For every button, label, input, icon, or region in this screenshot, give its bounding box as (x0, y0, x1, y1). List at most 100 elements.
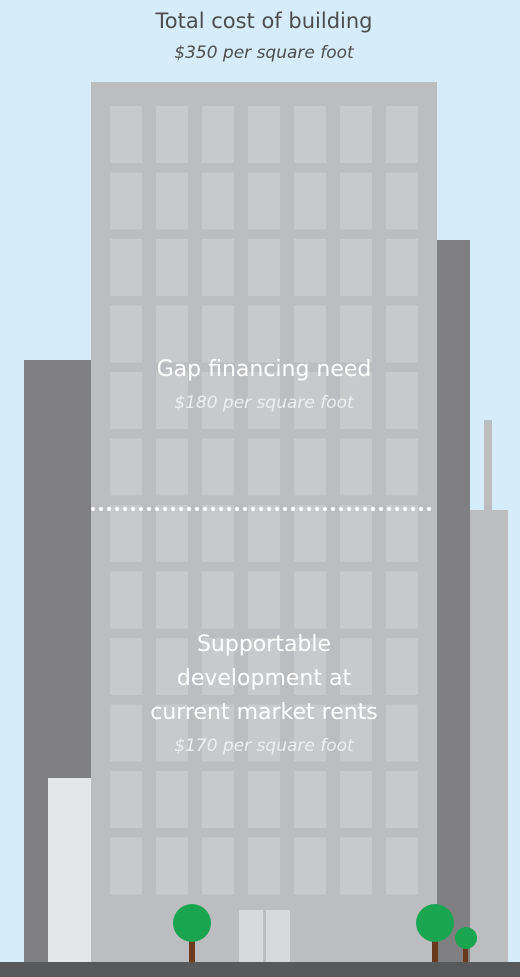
window (340, 571, 372, 629)
window (110, 505, 142, 562)
window (248, 638, 280, 695)
section-label: Gap financing need (157, 357, 372, 382)
window (340, 438, 372, 496)
window (386, 505, 418, 562)
window (156, 571, 188, 629)
window (294, 239, 326, 296)
window (340, 172, 372, 230)
tree (416, 904, 454, 942)
window (248, 372, 280, 429)
window (156, 305, 188, 363)
window (294, 305, 326, 363)
subtitle: $350 per square foot (174, 43, 355, 63)
window (156, 239, 188, 296)
window (386, 638, 418, 695)
window (386, 438, 418, 496)
tree-trunk (463, 940, 468, 965)
section-note: $180 per square foot (174, 393, 355, 413)
window (202, 438, 234, 496)
window (340, 771, 372, 828)
window (340, 239, 372, 296)
tree (173, 904, 211, 942)
window (202, 172, 234, 230)
window (340, 305, 372, 363)
window (202, 239, 234, 296)
building-right (437, 240, 470, 965)
window (340, 106, 372, 163)
labels: Gap financing need $180 per square foot Su… (150, 357, 378, 756)
window (202, 106, 234, 163)
window (110, 638, 142, 695)
window (110, 704, 142, 762)
window (110, 372, 142, 429)
window (156, 837, 188, 895)
window (294, 837, 326, 895)
window (294, 704, 326, 762)
window (110, 837, 142, 895)
window (248, 571, 280, 629)
section-label: current market rents (150, 700, 378, 725)
window (386, 305, 418, 363)
window (248, 172, 280, 230)
window (294, 505, 326, 562)
window (202, 372, 234, 429)
section-label: Supportable (197, 632, 331, 657)
window (248, 106, 280, 163)
tree (455, 927, 477, 949)
window (248, 704, 280, 762)
section-label: development at (177, 666, 352, 691)
window (248, 305, 280, 363)
door (239, 910, 263, 965)
tree-trunk (432, 930, 438, 965)
window (202, 771, 234, 828)
window (386, 771, 418, 828)
window (248, 438, 280, 496)
windows (110, 106, 418, 895)
tree-trunk (189, 930, 195, 965)
window (156, 505, 188, 562)
window (248, 837, 280, 895)
section-note: $170 per square foot (174, 736, 355, 756)
window (340, 837, 372, 895)
window (202, 704, 234, 762)
antenna (484, 420, 492, 515)
window (386, 172, 418, 230)
window (202, 638, 234, 695)
window (202, 837, 234, 895)
window (386, 837, 418, 895)
window (294, 571, 326, 629)
window (156, 771, 188, 828)
ground (0, 962, 520, 977)
window (294, 638, 326, 695)
window (386, 239, 418, 296)
title: Total cost of building (155, 9, 373, 33)
window (202, 571, 234, 629)
window (156, 172, 188, 230)
window (156, 638, 188, 695)
window (110, 571, 142, 629)
window (248, 505, 280, 562)
window (110, 106, 142, 163)
window (386, 704, 418, 762)
window (294, 771, 326, 828)
window (202, 305, 234, 363)
window (340, 704, 372, 762)
building-far-right (470, 510, 508, 965)
window (156, 704, 188, 762)
window (248, 771, 280, 828)
window (110, 305, 142, 363)
window (156, 106, 188, 163)
window (386, 106, 418, 163)
window (340, 372, 372, 429)
building-small (48, 778, 91, 965)
window (110, 438, 142, 496)
window (110, 172, 142, 230)
window (110, 771, 142, 828)
window (386, 372, 418, 429)
window (294, 172, 326, 230)
window (156, 438, 188, 496)
window (386, 571, 418, 629)
window (294, 438, 326, 496)
